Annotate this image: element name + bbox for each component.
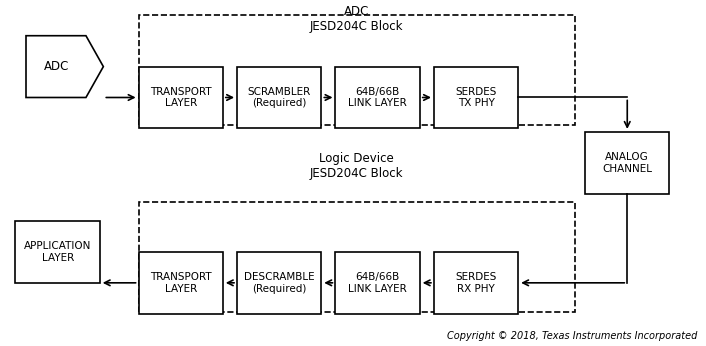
Text: SERDES
TX PHY: SERDES TX PHY <box>455 87 497 108</box>
Text: Copyright © 2018, Texas Instruments Incorporated: Copyright © 2018, Texas Instruments Inco… <box>447 331 698 341</box>
Polygon shape <box>26 36 103 98</box>
FancyBboxPatch shape <box>335 66 420 128</box>
Text: 64B/66B
LINK LAYER: 64B/66B LINK LAYER <box>348 87 407 108</box>
Text: ADC: ADC <box>44 60 70 73</box>
FancyBboxPatch shape <box>138 66 223 128</box>
FancyBboxPatch shape <box>434 252 518 314</box>
Text: 64B/66B
LINK LAYER: 64B/66B LINK LAYER <box>348 272 407 294</box>
Text: APPLICATION
LAYER: APPLICATION LAYER <box>24 241 91 263</box>
Text: SCRAMBLER
(Required): SCRAMBLER (Required) <box>248 87 311 108</box>
Text: ANALOG
CHANNEL: ANALOG CHANNEL <box>602 152 652 173</box>
FancyBboxPatch shape <box>434 66 518 128</box>
Text: Logic Device
JESD204C Block: Logic Device JESD204C Block <box>310 152 403 180</box>
FancyBboxPatch shape <box>16 221 100 283</box>
Text: DESCRAMBLE
(Required): DESCRAMBLE (Required) <box>244 272 314 294</box>
FancyBboxPatch shape <box>237 252 321 314</box>
Text: SERDES
RX PHY: SERDES RX PHY <box>455 272 497 294</box>
Text: ADC
JESD204C Block: ADC JESD204C Block <box>310 5 403 33</box>
FancyBboxPatch shape <box>138 252 223 314</box>
FancyBboxPatch shape <box>237 66 321 128</box>
Text: TRANSPORT
LAYER: TRANSPORT LAYER <box>150 272 212 294</box>
FancyBboxPatch shape <box>585 132 669 194</box>
Text: TRANSPORT
LAYER: TRANSPORT LAYER <box>150 87 212 108</box>
FancyBboxPatch shape <box>335 252 420 314</box>
